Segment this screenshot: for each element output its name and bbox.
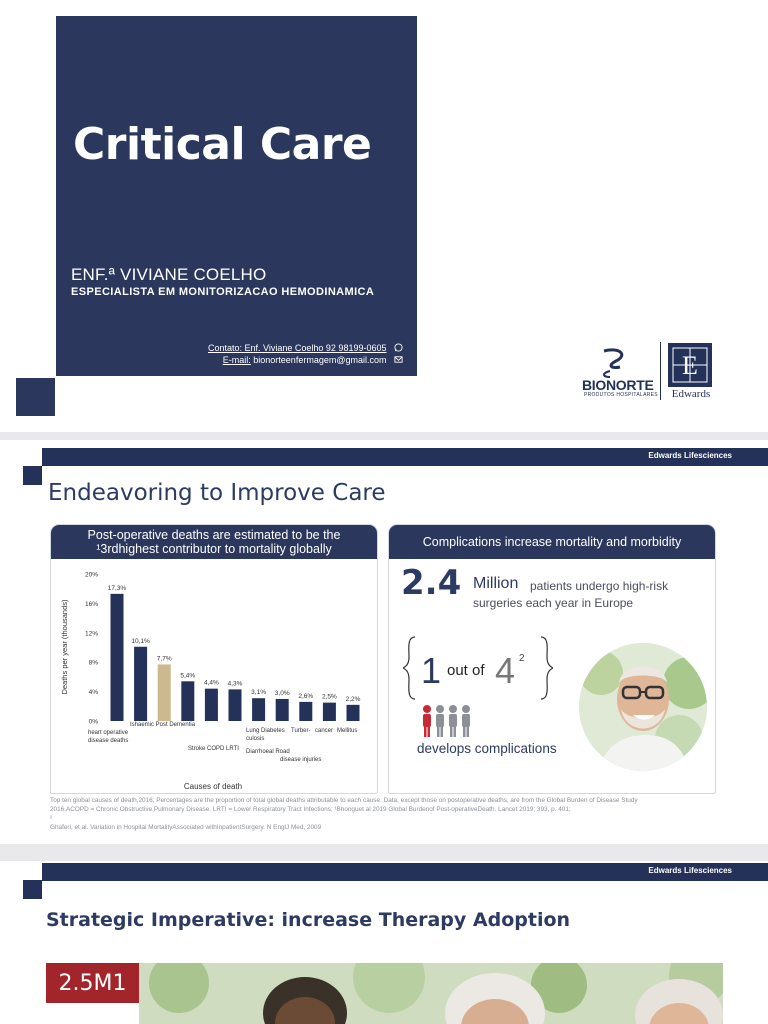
chart-bar [181,681,195,721]
x-category-label: disease deaths [88,738,128,744]
complications-panel: Complications increase mortality and mor… [388,524,716,794]
brand-label: Edwards Lifesciences [648,451,732,460]
x-category-label: Ishaemic Post Dementia [130,722,196,728]
chart-bar [204,688,218,721]
stat-badge: 2.5M1 [46,963,139,1003]
bar-value-label: 2,6% [298,693,313,700]
panel-header-line: Post-operative deaths are estimated to b… [87,528,341,542]
x-category-label: disease injuries [280,757,321,763]
chart-bar [322,702,336,721]
x-axis-label: Causes of death [184,782,242,791]
decorative-square [23,466,42,485]
panel-header-line: ¹3rdhighest contributor to mortality glo… [96,542,332,556]
y-axis-label: Deaths per year (thousands) [60,599,69,695]
bionorte-logo-icon [603,348,624,378]
bionorte-logo-subtext: PRODUTOS HOSPITALARES [584,392,658,398]
logo-divider [660,342,661,400]
slide-strategic-imperative: Edwards Lifesciences Strategic Imperativ… [0,861,768,1024]
x-category-label: Mellitus [337,728,357,734]
chart-bar [275,698,289,721]
bar-value-label: 2,5% [322,694,337,701]
author-specialty: ESPECIALISTA EM MONITORIZACAO HEMODINAMI… [71,286,375,298]
header-bar [42,448,768,466]
mortality-chart-panel: Post-operative deaths are estimated to b… [50,524,378,794]
email-line: E-mail: bionorteenfermagem@gmail.com [208,354,403,366]
contact-block: Contato: Enf. Viviane Coelho 92 98199-06… [208,342,403,366]
header-bar [42,863,768,881]
title-card: Critical Care ENF.ª VIVIANE COELHO ESPEC… [56,16,417,376]
mail-icon [394,356,403,363]
email-address[interactable]: bionorteenfermagem@gmail.com [253,355,387,365]
bar-value-label: 4,4% [204,680,219,687]
decorative-square [16,378,55,416]
x-category-label: Lung Diabetes [246,728,285,734]
bionorte-logo-text: BIONORTE [582,377,654,393]
chart-bar [299,701,313,721]
panel-header: Complications increase mortality and mor… [389,525,715,559]
bar-value-label: 3,0% [275,690,290,697]
y-tick-label: 20% [85,572,98,579]
fraction-outof: out of [447,662,485,679]
y-tick-label: 16% [85,601,98,608]
footnote-line: Top ten global causes of death,2016; Per… [50,797,638,804]
bar-value-label: 10,1% [131,638,150,645]
svg-text:E: E [682,351,698,380]
stat-description: surgeries each year in Europe [473,596,634,610]
develops-complications-text: develops complications [417,741,557,756]
bar-value-label: 4,3% [228,680,243,687]
slide-improve-care: Edwards Lifesciences Endeavoring to Impr… [0,440,768,844]
elderly-man-photo [579,643,707,771]
chart-bar [346,704,360,721]
slide-title-text: Critical Care [73,119,372,170]
chart-bar [252,698,266,721]
people-icon [423,705,470,737]
contact-line: Contato: Enf. Viviane Coelho 92 98199-06… [208,342,403,354]
chart-bar [110,593,124,721]
x-category-label: cancer [315,728,333,734]
y-tick-label: 0% [89,719,99,726]
footnote-line: 2016.ACOPD = Chronic Obstructive Pulmona… [50,806,571,813]
edwards-logo-icon: E [668,343,712,387]
fraction-superscript: 2 [519,653,525,664]
chart-bar [157,664,171,721]
fraction-four: 4 [495,650,515,691]
x-category-label: heart operative [88,730,129,736]
x-category-label: Diarrhoeal Road [246,749,290,755]
decorative-square [23,880,42,899]
bar-value-label: 5,4% [180,672,195,679]
contact-link[interactable]: Contato: Enf. Viviane Coelho 92 98199-06… [208,343,387,353]
chart-bar [134,646,148,721]
panel-header: Post-operative deaths are estimated to b… [51,525,377,559]
slide-heading: Strategic Imperative: increase Therapy A… [46,909,571,931]
email-label: E-mail: [222,355,251,365]
footnote-line: ² [50,815,53,822]
stat-number: 2.4 [401,563,462,603]
footnote-line: Ghaferi, et al. Variation in Hospital Mo… [50,824,322,831]
one-out-of-four: 1 out of 4 2 [403,636,553,700]
author-name: ENF.ª VIVIANE COELHO [71,265,267,284]
bar-value-label: 2,2% [346,696,361,703]
slide-title: Critical Care ENF.ª VIVIANE COELHO ESPEC… [0,0,768,432]
x-category-label: culosis [246,736,264,742]
stat-unit: Million [473,575,519,592]
brand-label: Edwards Lifesciences [648,866,732,875]
x-category-label: Turber- [291,728,310,734]
chart-bar [228,689,242,721]
fraction-one: 1 [421,650,441,691]
bar-value-label: 17,3% [108,585,127,592]
footnotes: Top ten global causes of death,2016; Per… [50,796,720,832]
y-tick-label: 4% [89,689,99,696]
y-tick-label: 12% [85,630,98,637]
whatsapp-icon [394,343,403,352]
bar-value-label: 7,7% [157,655,172,662]
slide-heading: Endeavoring to Improve Care [48,480,386,506]
bar-chart: 0% 4% 8% 12% 16% 20% Deaths per year (thousand… [60,572,361,792]
y-tick-label: 8% [89,660,99,667]
x-category-label: Stroke COPD LRTI [188,746,239,752]
people-photo [139,963,723,1024]
edwards-logo-text: Edwards [671,388,711,400]
bar-value-label: 3,1% [251,689,266,696]
stat-description: patients undergo high-risk [530,579,669,593]
